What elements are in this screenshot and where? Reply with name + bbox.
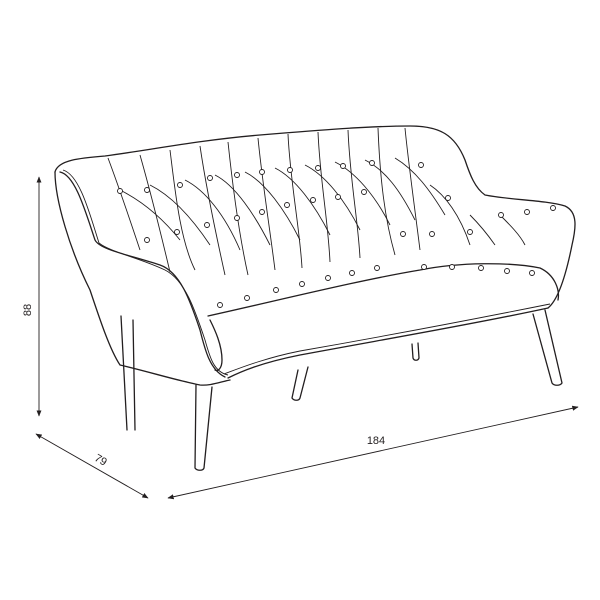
dimension-height: 88 [22, 176, 42, 417]
width-label: 184 [367, 435, 385, 447]
leg-right [532, 309, 563, 386]
left-arm-outer [54, 171, 231, 386]
seat-back-line [207, 263, 560, 317]
leg-left-back [120, 315, 136, 431]
tufting-lines [107, 127, 526, 276]
leg-back-middle [411, 342, 420, 361]
leg-front-middle [291, 366, 309, 401]
leg-front-left [194, 384, 213, 471]
seat-front-line [227, 307, 549, 379]
left-arm-inner [59, 171, 226, 378]
depth-label: 79 [92, 452, 109, 469]
sofa-back-outline [54, 125, 576, 309]
height-label: 88 [22, 304, 34, 316]
tufting-buttons [117, 160, 556, 308]
dimension-width: 184 [167, 405, 579, 500]
dimension-depth: 79 [35, 433, 149, 499]
sofa-drawing [54, 125, 576, 471]
